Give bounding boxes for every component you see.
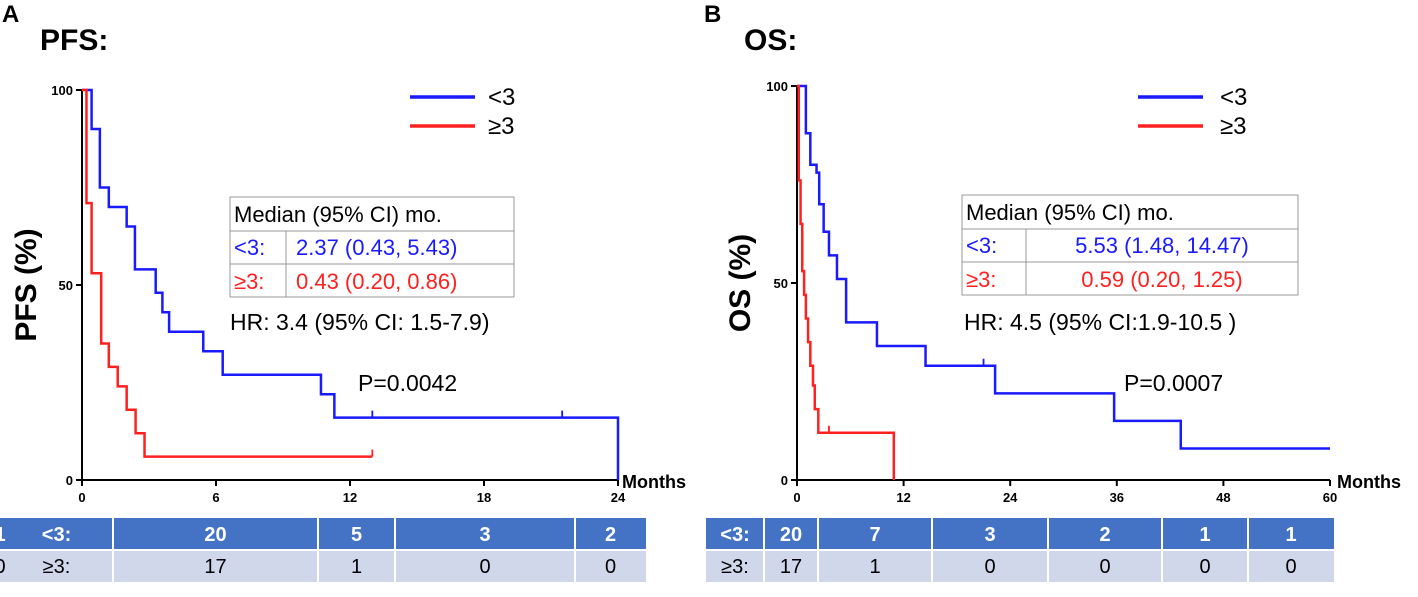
panel-a-title: PFS: xyxy=(40,24,108,57)
risk-cell: 20 xyxy=(780,524,802,546)
panel-b-median-table-border xyxy=(961,194,1299,296)
risk-cell: 1 xyxy=(1285,524,1296,546)
panel-b-x-axis-label: Months xyxy=(1337,472,1401,492)
km-curve-high xyxy=(82,88,373,458)
panel-b-median-row-label-high: ≥3: xyxy=(966,267,996,292)
panel-a-risk-table: <3: 20 5 3 2 1 ≥3: 17 1 0 0 0 xyxy=(0,518,646,582)
panel-a-median-table: Median (95% CI) mo. <3: 2.37 (0.43, 5.43… xyxy=(229,196,515,298)
risk-cell: 3 xyxy=(479,524,490,546)
panel-a-p-value: P=0.0042 xyxy=(358,370,457,396)
risk-row-bg xyxy=(706,550,1334,582)
panel-a-median-table-border xyxy=(229,196,515,298)
risk-row-label: ≥3: xyxy=(721,556,749,578)
panel-a-legend-label-high: ≥3 xyxy=(488,113,515,140)
risk-cell: 3 xyxy=(984,524,995,546)
panel-a-median-row-value-high: 0.43 (0.20, 0.86) xyxy=(296,269,457,294)
panel-b-legend: <3 ≥3 xyxy=(1138,84,1247,140)
risk-cell: 20 xyxy=(204,524,226,546)
panel-a-legend: <3 ≥3 xyxy=(410,84,515,140)
risk-row-bg xyxy=(0,518,646,550)
x-tick-label: 48 xyxy=(1216,490,1230,505)
x-tick-label: 0 xyxy=(793,490,800,505)
panel-a-median-row-value-low: 2.37 (0.43, 5.43) xyxy=(296,235,457,260)
panel-a-x-axis-label: Months xyxy=(622,472,686,492)
panel-a-ticks: 0 6 12 18 24 0 50 100 xyxy=(51,83,626,505)
risk-cell: 2 xyxy=(605,524,616,546)
risk-cell: 7 xyxy=(869,524,880,546)
risk-row-label: <3: xyxy=(720,524,749,546)
risk-cell: 1 xyxy=(869,556,880,578)
y-tick-label: 50 xyxy=(774,276,788,291)
panel-b-risk-table: <3: 20 7 3 2 1 1 ≥3: 17 1 0 0 0 0 xyxy=(706,518,1334,582)
x-tick-label: 36 xyxy=(1110,490,1124,505)
risk-cell: 0 xyxy=(984,556,995,578)
panel-a-median-row-label-high: ≥3: xyxy=(234,269,264,294)
risk-cell: 17 xyxy=(204,556,226,578)
panel-a-y-axis-label: PFS (%) xyxy=(10,228,43,341)
risk-row-label: <3: xyxy=(42,524,71,546)
risk-cell: 0 xyxy=(0,556,6,578)
panel-b-p-value: P=0.0007 xyxy=(1124,370,1223,396)
panel-b-letter: B xyxy=(704,1,721,28)
x-tick-label: 0 xyxy=(78,490,85,505)
risk-row-label: ≥3: xyxy=(43,556,71,578)
risk-cell: 2 xyxy=(1099,524,1110,546)
panel-b-title: OS: xyxy=(744,24,797,57)
risk-cell: 0 xyxy=(1285,556,1296,578)
risk-cell: 1 xyxy=(0,524,6,546)
risk-cell: 0 xyxy=(605,556,616,578)
panel-b-legend-label-high: ≥3 xyxy=(1220,113,1247,140)
panel-b-legend-label-low: <3 xyxy=(1220,84,1247,111)
risk-cell: 0 xyxy=(1199,556,1210,578)
panel-b-median-row-value-low: 5.53 (1.48, 14.47) xyxy=(1075,233,1249,258)
km-curve-low xyxy=(797,84,1330,450)
y-tick-label: 100 xyxy=(51,83,73,98)
risk-cell: 5 xyxy=(351,524,362,546)
panel-a-letter: A xyxy=(2,1,19,28)
y-tick-label: 0 xyxy=(66,473,73,488)
panel-b-curves xyxy=(797,84,1330,480)
panel-b-median-table: Median (95% CI) mo. <3: 5.53 (1.48, 14.4… xyxy=(961,194,1299,296)
risk-row-bg xyxy=(0,550,646,582)
y-tick-label: 50 xyxy=(59,278,73,293)
x-tick-label: 18 xyxy=(477,490,491,505)
x-tick-label: 12 xyxy=(896,490,910,505)
x-tick-label: 6 xyxy=(212,490,219,505)
panel-b-ticks: 0 12 24 36 48 60 0 50 100 xyxy=(766,79,1337,505)
panel-a-hazard-ratio: HR: 3.4 (95% CI: 1.5-7.9) xyxy=(230,309,490,335)
x-tick-label: 24 xyxy=(611,490,626,505)
panel-a-legend-label-low: <3 xyxy=(488,84,515,111)
x-tick-label: 60 xyxy=(1323,490,1337,505)
panel-b-median-table-header: Median (95% CI) mo. xyxy=(966,200,1174,225)
risk-cell: 1 xyxy=(351,556,362,578)
panel-a-median-row-label-low: <3: xyxy=(234,235,265,260)
risk-row-bg xyxy=(706,518,1334,550)
risk-cell: 17 xyxy=(780,556,802,578)
risk-cell: 0 xyxy=(1099,556,1110,578)
km-curve-high xyxy=(797,84,896,480)
y-tick-label: 0 xyxy=(781,473,788,488)
y-tick-label: 100 xyxy=(766,79,788,94)
panel-b-median-row-value-high: 0.59 (0.20, 1.25) xyxy=(1081,267,1242,292)
risk-cell: 1 xyxy=(1199,524,1210,546)
x-tick-label: 24 xyxy=(1003,490,1018,505)
km-curve-low xyxy=(82,88,620,480)
panel-a-median-table-header: Median (95% CI) mo. xyxy=(234,202,442,227)
risk-cell: 0 xyxy=(479,556,490,578)
panel-b-hazard-ratio: HR: 4.5 (95% CI:1.9-10.5 ) xyxy=(964,309,1236,335)
panel-a-curves xyxy=(82,88,620,480)
x-tick-label: 12 xyxy=(343,490,357,505)
panel-b-y-axis-label: OS (%) xyxy=(724,234,757,332)
panel-b-median-row-label-low: <3: xyxy=(966,233,997,258)
